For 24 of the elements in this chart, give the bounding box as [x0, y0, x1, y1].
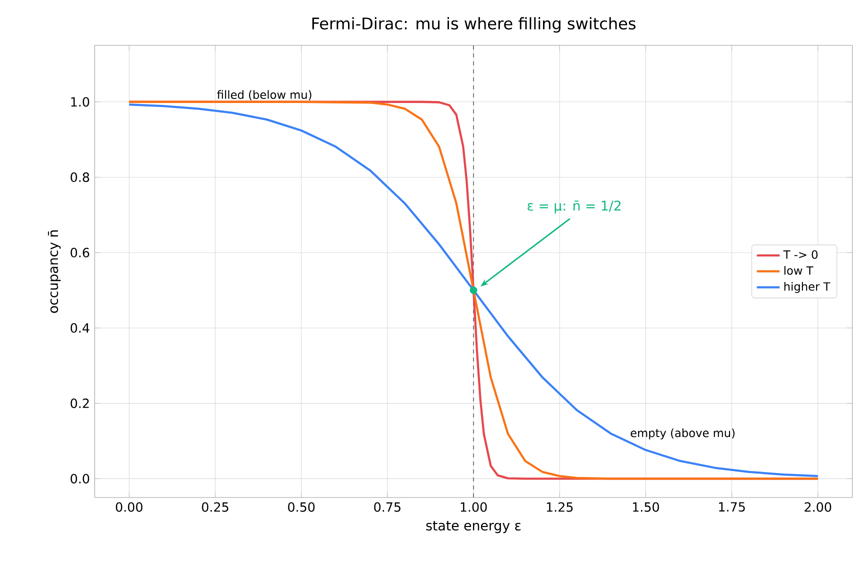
legend-label: higher T [784, 282, 830, 293]
y-tick-label: 0.0 [70, 474, 90, 484]
x-tick-label: 0.25 [202, 502, 228, 512]
legend-label: T -> 0 [783, 250, 818, 259]
x-tick-label: 2.00 [804, 502, 832, 512]
x-tick-label: 1.00 [460, 502, 487, 512]
x-axis-title: state energy ε [426, 520, 521, 534]
y-tick-label: 0.6 [70, 248, 90, 258]
x-tick-label: 0.75 [374, 502, 400, 512]
chart-title: Fermi-Dirac: mu is where filling switches [312, 17, 636, 33]
annotation: ε = μ: n̄ = 1/2 [528, 200, 621, 214]
x-tick-label: 1.75 [719, 502, 745, 512]
legend-label: low T [784, 266, 814, 275]
y-axis-title: occupancy n̄ [48, 230, 61, 313]
x-tick-label: 1.25 [546, 502, 573, 512]
y-tick-label: 1.0 [71, 96, 90, 107]
x-tick-label: 0.50 [288, 502, 315, 512]
annotation: empty (above mu) [630, 428, 735, 440]
x-tick-label: 0.00 [116, 502, 142, 512]
y-tick-label: 0.4 [70, 323, 90, 333]
y-tick-label: 0.2 [70, 398, 89, 408]
x-tick-label: 1.50 [633, 502, 659, 512]
y-tick-label: 0.8 [70, 172, 90, 182]
annotation: filled (below mu) [217, 90, 312, 100]
